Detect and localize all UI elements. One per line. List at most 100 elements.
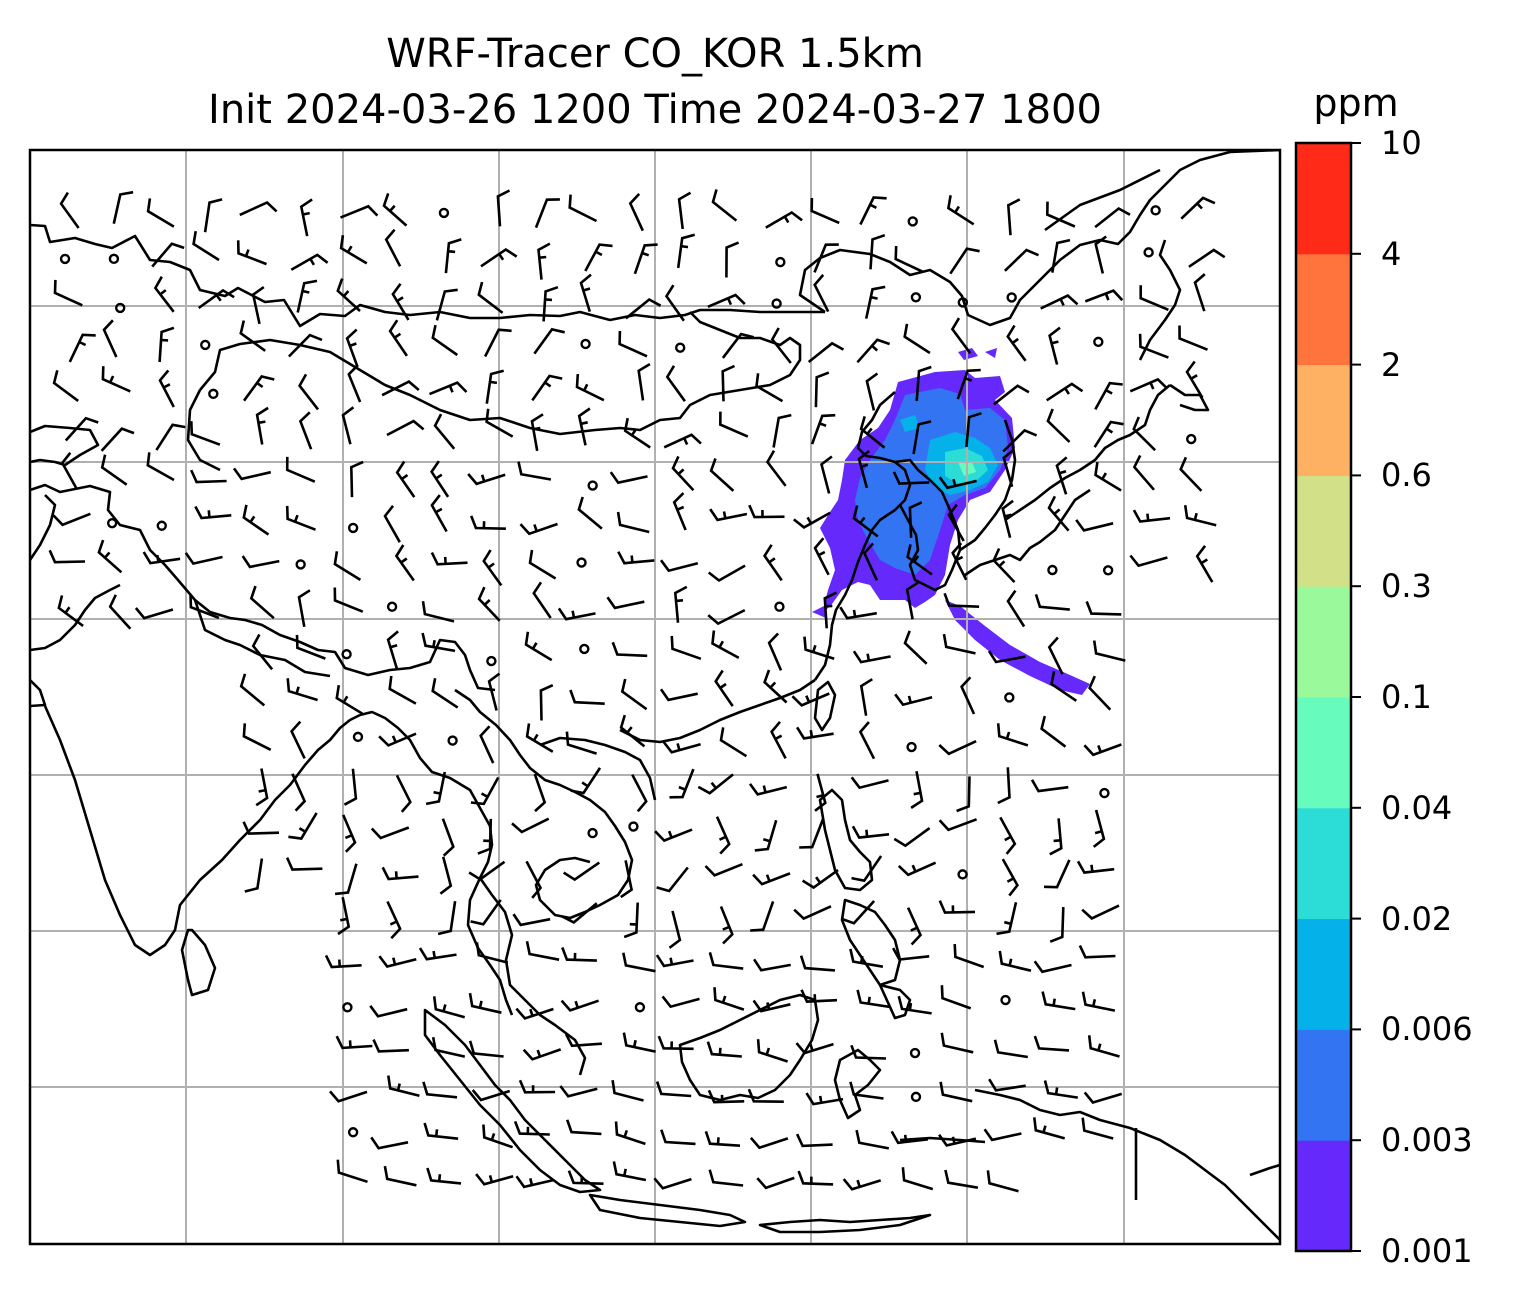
wind-barb (609, 471, 648, 485)
wind-barb (335, 1035, 373, 1050)
wind-barb (619, 714, 646, 748)
wind-barb (721, 332, 755, 359)
wind-barb (100, 427, 135, 452)
wind-barb (795, 726, 834, 740)
wind-barb (391, 282, 410, 321)
wind-barb (285, 505, 316, 531)
wind-barb (657, 1035, 694, 1051)
wind-barb (858, 721, 876, 760)
wind-barb (1180, 196, 1216, 220)
wind-barb (1132, 416, 1157, 452)
wind-barb (537, 242, 551, 280)
wind-barb (1178, 325, 1208, 351)
wind-barb (1047, 636, 1064, 675)
wind-barb (517, 461, 552, 481)
wind-barb (622, 1032, 656, 1053)
wind-barb (339, 235, 368, 265)
wind-barb (242, 723, 272, 751)
wind-barb (983, 1128, 1022, 1142)
wind-barb (864, 285, 886, 319)
wind-barb (940, 1032, 974, 1054)
calm-wind-marker (295, 559, 306, 570)
wind-barb (614, 1121, 646, 1146)
wind-barb (620, 678, 648, 711)
wind-barb (891, 947, 930, 961)
wind-barb (938, 476, 977, 490)
calm-wind-marker (957, 869, 968, 880)
wind-barb (659, 688, 698, 702)
wind-barb (655, 954, 694, 968)
wind-barb (482, 549, 503, 587)
colorbar-tick-label: 4 (1381, 234, 1402, 273)
calm-wind-marker (775, 256, 786, 268)
wind-barb (244, 858, 264, 893)
wind-barb (421, 601, 455, 623)
wind-barb (530, 413, 544, 452)
wind-barb (239, 200, 278, 217)
wind-barb (1129, 554, 1168, 568)
wind-barb (1006, 589, 1026, 628)
calm-wind-marker (1000, 994, 1011, 1006)
colorbar-segment (1296, 807, 1351, 920)
wind-barb (100, 454, 128, 486)
wind-barb (242, 375, 275, 402)
wind-barb (102, 319, 118, 358)
wind-barb (482, 1124, 514, 1149)
colorbar-tick-label: 0.04 (1381, 788, 1453, 827)
wind-barb (713, 987, 745, 1011)
wind-barb (1188, 248, 1226, 268)
wind-barb (993, 384, 1030, 406)
wind-barb (791, 692, 830, 707)
wind-barb (949, 247, 980, 275)
wind-barb (477, 586, 501, 622)
calm-wind-marker (576, 557, 587, 568)
wind-barb (823, 591, 838, 629)
wind-barb (479, 725, 495, 764)
wind-barb (656, 866, 689, 893)
wind-barb (996, 723, 1029, 747)
wind-barb (711, 189, 738, 222)
wind-barb (998, 950, 1032, 972)
calm-wind-marker (1099, 787, 1110, 799)
wind-barb (251, 633, 274, 671)
wind-barb (290, 720, 306, 759)
wind-barb (48, 549, 86, 564)
wind-barb (146, 452, 175, 482)
wind-barb (57, 595, 84, 627)
calm-wind-marker (1006, 292, 1017, 303)
wind-barb (341, 406, 355, 445)
wind-barb (525, 723, 554, 753)
calm-wind-marker (634, 1002, 646, 1013)
wind-barb (525, 860, 543, 899)
calm-wind-marker (906, 741, 917, 753)
colorbar-tick-label: 2 (1381, 345, 1402, 384)
calm-wind-marker (114, 302, 126, 314)
wind-barb (567, 1170, 604, 1185)
wind-barb (101, 366, 131, 393)
wind-barb (435, 288, 458, 321)
wind-barb (386, 419, 425, 437)
wind-barb (1046, 408, 1071, 443)
wind-barb (965, 411, 982, 448)
wind-barb (369, 1005, 408, 1018)
wind-barb (707, 564, 746, 583)
wind-barb (938, 818, 978, 832)
wind-barb (1083, 743, 1122, 757)
wind-barb (851, 855, 883, 883)
calm-wind-marker (347, 522, 359, 534)
calm-wind-marker (910, 1091, 922, 1103)
chart-title-line2: Init 2024-03-26 1200 Time 2024-03-27 180… (208, 87, 1102, 133)
wind-barb (388, 319, 408, 357)
wind-barb (612, 1161, 647, 1182)
wind-barb (197, 288, 235, 310)
map-frame (28, 148, 1282, 1246)
wind-barb (748, 783, 788, 796)
wind-barb (418, 947, 457, 961)
calm-wind-marker (106, 517, 118, 529)
calm-wind-marker (910, 292, 922, 303)
wind-barb (1081, 991, 1116, 1012)
wind-barb (747, 1088, 784, 1103)
wind-barb (468, 992, 502, 1014)
wind-barb (1183, 505, 1217, 527)
wind-barb (288, 812, 318, 841)
